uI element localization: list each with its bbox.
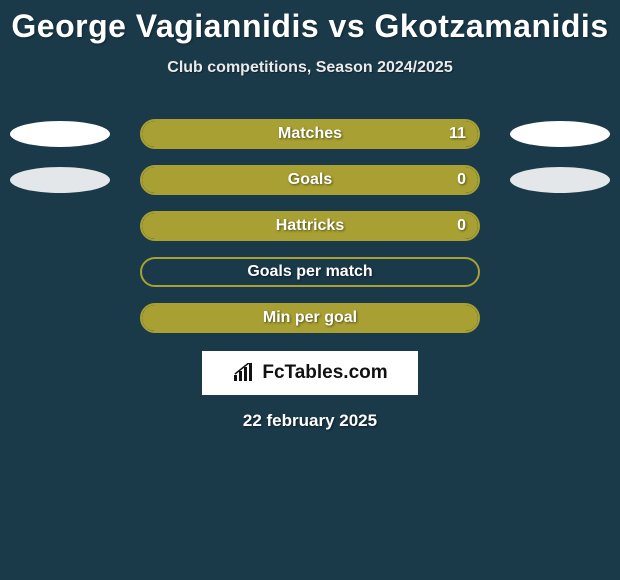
stat-rows: Matches11Goals0Hattricks0Goals per match… <box>0 119 620 333</box>
page-title: George Vagiannidis vs Gkotzamanidis <box>0 0 620 45</box>
stat-bar: Goals per match <box>140 257 480 287</box>
stat-value: 0 <box>457 171 466 189</box>
stat-label: Goals per match <box>142 263 478 281</box>
right-ellipse <box>510 167 610 193</box>
stat-bar: Goals0 <box>140 165 480 195</box>
stat-label: Hattricks <box>142 217 478 235</box>
stat-row: Min per goal <box>0 303 620 333</box>
stat-row: Goals per match <box>0 257 620 287</box>
stat-bar: Min per goal <box>140 303 480 333</box>
footer-date: 22 february 2025 <box>0 411 620 431</box>
stat-label: Goals <box>142 171 478 189</box>
stat-row: Matches11 <box>0 119 620 149</box>
page-subtitle: Club competitions, Season 2024/2025 <box>0 59 620 77</box>
stat-value: 11 <box>449 125 466 143</box>
stat-label: Matches <box>142 125 478 143</box>
right-ellipse <box>510 121 610 147</box>
stat-bar: Matches11 <box>140 119 480 149</box>
chart-icon <box>232 363 256 383</box>
stat-value: 0 <box>457 217 466 235</box>
stat-bar: Hattricks0 <box>140 211 480 241</box>
left-ellipse <box>10 167 110 193</box>
left-ellipse <box>10 121 110 147</box>
footer-logo-text: FcTables.com <box>262 362 387 384</box>
footer-logo: FcTables.com <box>202 351 418 395</box>
stat-label: Min per goal <box>142 309 478 327</box>
stat-row: Hattricks0 <box>0 211 620 241</box>
stat-row: Goals0 <box>0 165 620 195</box>
